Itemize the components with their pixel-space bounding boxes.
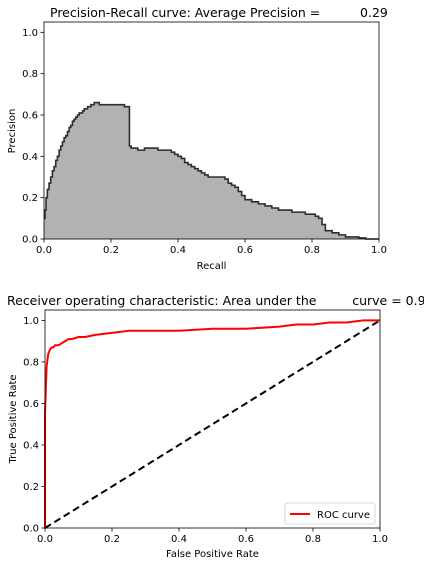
pr-y-tick-label: 0.4 — [22, 152, 38, 163]
pr-chart: Precision-Recall curve: Average Precisio… — [7, 5, 388, 272]
roc-legend: ROC curve — [284, 502, 376, 525]
pr-chart-title: Precision-Recall curve: Average Precisio… — [50, 5, 388, 20]
roc-curve-line — [44, 319, 380, 528]
pr-curve-line — [44, 101, 379, 240]
pr-axes-frame — [43, 21, 380, 240]
pr-x-tick-label: 1.0 — [371, 245, 387, 256]
pr-y-tick-label: 1.0 — [22, 28, 38, 39]
pr-y-tick-label: 0.2 — [22, 193, 38, 204]
roc-y-tick-label: 1.0 — [23, 316, 39, 327]
pr-y-tick-label: 0.8 — [22, 69, 38, 80]
roc-y-tick-label: 0.4 — [23, 440, 39, 451]
roc-y-ticks: 0.0 0.2 0.4 0.6 0.8 1.0 — [23, 316, 45, 535]
pr-x-tick-label: 0.6 — [237, 245, 253, 256]
roc-y-tick-label: 0.8 — [23, 357, 39, 368]
roc-x-axis-label: False Positive Rate — [166, 549, 259, 560]
roc-chart-title: Receiver operating characteristic: Area … — [7, 293, 424, 308]
roc-x-tick-label: 0.6 — [238, 534, 254, 545]
roc-x-tick-label: 0.2 — [104, 534, 120, 545]
roc-axes-frame — [44, 309, 381, 529]
pr-x-tick-label: 0.4 — [170, 245, 186, 256]
roc-chart: Receiver operating characteristic: Area … — [7, 293, 424, 560]
roc-plot-area — [44, 319, 381, 529]
pr-x-tick-label: 0.0 — [36, 245, 52, 256]
pr-x-tick-label: 0.8 — [304, 245, 320, 256]
pr-y-tick-label: 0.6 — [22, 111, 38, 122]
pr-x-tick-label: 0.2 — [103, 245, 119, 256]
pr-x-ticks: 0.0 0.2 0.4 0.6 0.8 1.0 — [36, 239, 387, 256]
roc-y-axis-label: True Positive Rate — [8, 374, 19, 464]
pr-y-axis-label: Precision — [7, 109, 18, 154]
roc-x-ticks: 0.0 0.2 0.4 0.6 0.8 1.0 — [37, 528, 388, 545]
roc-diagonal-line — [44, 319, 381, 529]
pr-y-tick-label: 0.0 — [22, 235, 38, 246]
pr-y-ticks: 0.0 0.2 0.4 0.6 0.8 1.0 — [22, 28, 44, 246]
roc-legend-box — [284, 502, 376, 525]
roc-x-tick-label: 0.0 — [37, 534, 53, 545]
roc-y-tick-label: 0.0 — [23, 524, 39, 535]
roc-x-tick-label: 0.8 — [305, 534, 321, 545]
roc-x-tick-label: 0.4 — [171, 534, 187, 545]
pr-area-fill — [44, 102, 379, 239]
roc-y-tick-label: 0.2 — [23, 482, 39, 493]
roc-legend-label: ROC curve — [317, 510, 370, 521]
pr-x-axis-label: Recall — [197, 261, 227, 272]
roc-x-tick-label: 1.0 — [372, 534, 388, 545]
pr-plot-area — [44, 101, 379, 240]
roc-y-tick-label: 0.6 — [23, 399, 39, 410]
